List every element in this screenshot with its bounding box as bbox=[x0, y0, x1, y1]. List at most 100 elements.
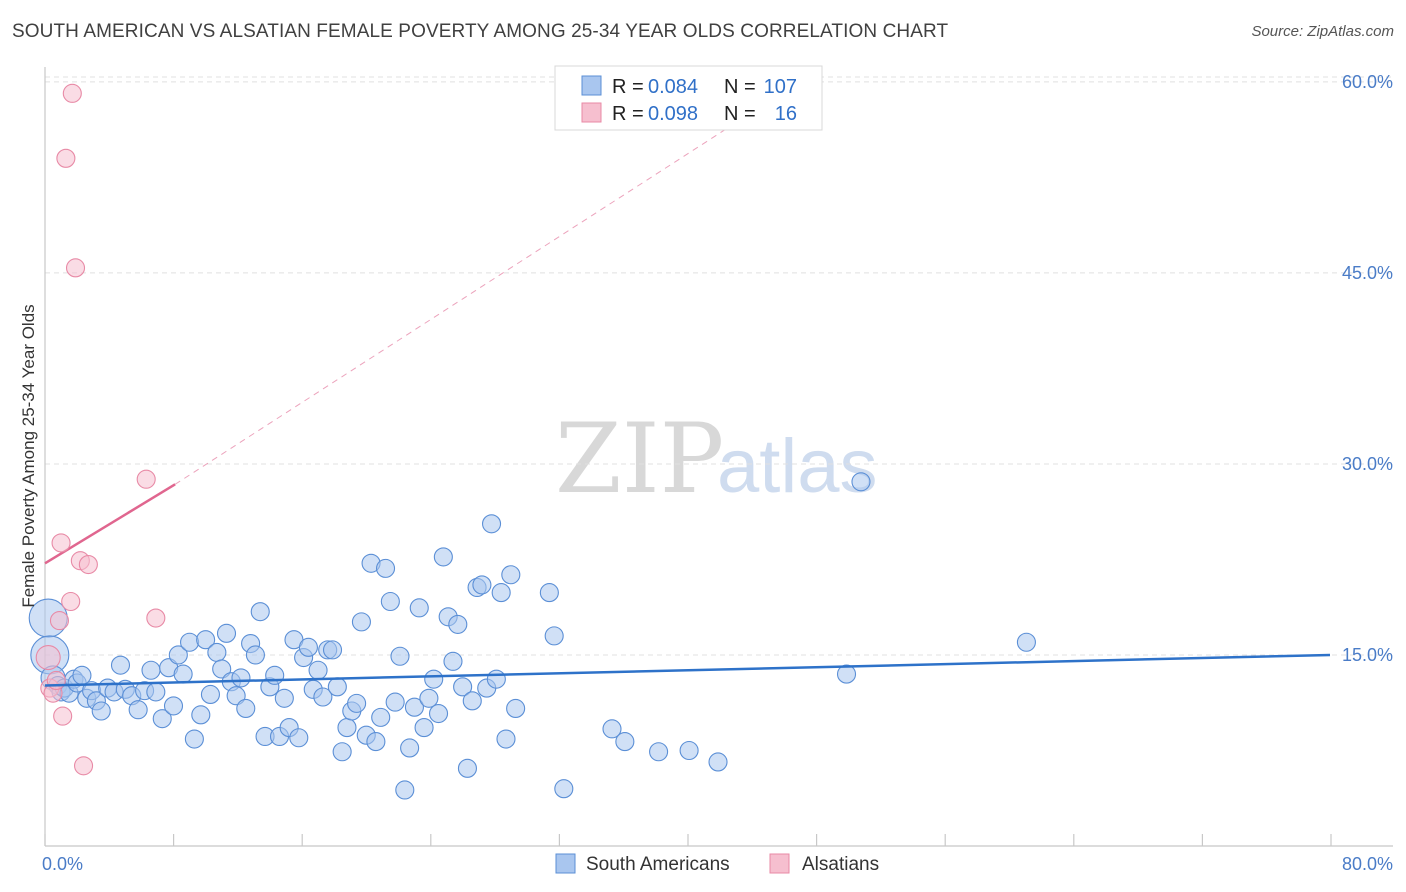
south-americans-point[interactable] bbox=[1016, 632, 1036, 652]
south-americans-point[interactable] bbox=[554, 779, 574, 799]
south-americans-point[interactable] bbox=[141, 660, 161, 680]
south-americans-point[interactable] bbox=[173, 664, 193, 684]
south-americans-point[interactable] bbox=[245, 645, 265, 665]
south-americans-point[interactable] bbox=[544, 626, 564, 646]
south-americans-point[interactable] bbox=[472, 575, 492, 595]
alsatians-point[interactable] bbox=[53, 706, 73, 726]
south-americans-point[interactable] bbox=[184, 729, 204, 749]
south-americans-point[interactable] bbox=[366, 732, 386, 752]
south-americans-point[interactable] bbox=[708, 752, 728, 772]
bottom-legend-swatch-south-americans[interactable] bbox=[555, 853, 576, 874]
south-americans-point[interactable] bbox=[836, 664, 857, 684]
alsatians-point[interactable] bbox=[61, 591, 81, 612]
south-americans-point[interactable] bbox=[207, 642, 227, 662]
alsatians-point[interactable] bbox=[49, 611, 70, 631]
south-americans-point[interactable] bbox=[395, 780, 415, 800]
south-americans-point[interactable] bbox=[539, 583, 559, 603]
south-americans-point[interactable] bbox=[298, 637, 318, 657]
south-americans-point[interactable] bbox=[443, 651, 463, 671]
bottom-legend-alsatians[interactable]: Alsatians bbox=[802, 854, 879, 875]
south-americans-point[interactable] bbox=[851, 472, 871, 492]
alsatians-point[interactable] bbox=[56, 148, 76, 168]
alsatians-point[interactable] bbox=[35, 644, 61, 671]
y-axis-label: Female Poverty Among 25-34 Year Olds bbox=[19, 304, 38, 607]
south-americans-point[interactable] bbox=[462, 691, 482, 711]
legend-r-value-2: 0.098 bbox=[648, 103, 698, 125]
south-americans-point[interactable] bbox=[404, 697, 424, 717]
legend-n-value-2: 16 bbox=[775, 103, 797, 125]
bottom-legend-swatch-alsatians[interactable] bbox=[769, 853, 790, 874]
south-americans-point[interactable] bbox=[212, 659, 232, 679]
alsatians-point[interactable] bbox=[51, 533, 71, 553]
alsatians-point[interactable] bbox=[65, 258, 86, 278]
south-americans-point[interactable] bbox=[351, 612, 371, 632]
south-americans-point[interactable] bbox=[409, 598, 429, 618]
south-americans-point[interactable] bbox=[457, 758, 477, 778]
south-americans-point[interactable] bbox=[168, 645, 188, 665]
south-americans-point[interactable] bbox=[491, 583, 511, 603]
south-americans-point[interactable] bbox=[506, 698, 526, 719]
south-americans-point[interactable] bbox=[163, 696, 184, 716]
alsatians-point[interactable] bbox=[62, 83, 82, 103]
south-americans-point[interactable] bbox=[110, 655, 131, 675]
south-americans-point[interactable] bbox=[400, 738, 420, 758]
south-americans-point[interactable] bbox=[250, 602, 270, 622]
south-americans-point[interactable] bbox=[390, 646, 410, 666]
south-americans-point[interactable] bbox=[481, 514, 502, 534]
south-americans-point[interactable] bbox=[385, 692, 405, 712]
south-americans-point[interactable] bbox=[679, 740, 699, 761]
south-americans-point[interactable] bbox=[428, 704, 449, 724]
south-americans-point[interactable] bbox=[308, 660, 328, 680]
south-americans-point[interactable] bbox=[424, 669, 444, 689]
alsatians-point[interactable] bbox=[78, 555, 98, 575]
alsatians-point[interactable] bbox=[74, 756, 94, 776]
south-americans-point[interactable] bbox=[180, 632, 200, 652]
south-americans-point[interactable] bbox=[486, 669, 506, 689]
south-americans-point[interactable] bbox=[615, 732, 635, 752]
south-americans-point[interactable] bbox=[419, 688, 439, 708]
south-americans-point[interactable] bbox=[146, 682, 166, 702]
x-tick-max: 80.0% bbox=[1342, 854, 1393, 874]
south-americans-point[interactable] bbox=[496, 729, 516, 749]
alsatians-point[interactable] bbox=[46, 670, 66, 690]
south-americans-point[interactable] bbox=[216, 623, 237, 643]
source-attribution[interactable]: Source: ZipAtlas.com bbox=[1251, 23, 1394, 40]
gridlines bbox=[45, 76, 1393, 656]
south-americans-point[interactable] bbox=[414, 718, 434, 738]
south-americans-point[interactable] bbox=[347, 693, 367, 713]
south-americans-point[interactable] bbox=[332, 742, 352, 762]
south-americans-point[interactable] bbox=[128, 700, 148, 720]
south-americans-point[interactable] bbox=[152, 709, 172, 729]
south-americans-point[interactable] bbox=[327, 677, 347, 697]
bottom-legend-south-americans[interactable]: South Americans bbox=[586, 854, 730, 875]
south-americans-point[interactable] bbox=[274, 688, 294, 708]
south-americans-point[interactable] bbox=[501, 565, 521, 585]
south-americans-point[interactable] bbox=[433, 547, 453, 567]
south-americans-point[interactable] bbox=[313, 687, 333, 707]
south-americans-point[interactable] bbox=[265, 665, 285, 685]
alsatians-point[interactable] bbox=[136, 469, 156, 489]
y-tick-label-60: 60.0% bbox=[1342, 72, 1393, 92]
south-americans-point[interactable] bbox=[72, 665, 92, 685]
south-americans-point[interactable] bbox=[448, 614, 468, 634]
south-americans-point[interactable] bbox=[649, 742, 669, 762]
south-americans-point[interactable] bbox=[91, 701, 111, 721]
south-americans-point[interactable] bbox=[380, 591, 400, 612]
south-americans-point[interactable] bbox=[371, 707, 391, 727]
south-americans-points bbox=[28, 472, 1036, 800]
south-americans-point[interactable] bbox=[191, 705, 211, 725]
south-americans-point[interactable] bbox=[289, 728, 309, 748]
alsatians-point[interactable] bbox=[146, 608, 166, 628]
south-americans-point[interactable] bbox=[322, 640, 343, 660]
south-americans-point[interactable] bbox=[375, 558, 396, 578]
y-tick-label-45: 45.0% bbox=[1342, 263, 1393, 283]
south-americans-point[interactable] bbox=[231, 668, 251, 688]
south-americans-point[interactable] bbox=[226, 686, 246, 706]
south-americans-point[interactable] bbox=[200, 684, 220, 705]
south-americans-point[interactable] bbox=[236, 698, 256, 719]
south-americans-point[interactable] bbox=[196, 630, 216, 650]
south-americans-point[interactable] bbox=[453, 677, 473, 697]
legend-swatch-alsatians bbox=[581, 102, 602, 123]
south-americans-point[interactable] bbox=[602, 719, 622, 739]
south-americans-point[interactable] bbox=[337, 718, 357, 738]
